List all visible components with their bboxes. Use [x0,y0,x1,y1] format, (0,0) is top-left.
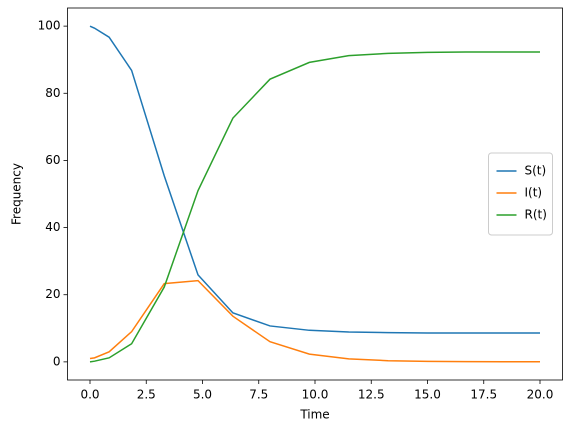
legend-label: S(t) [525,164,547,178]
x-tick-label: 0.0 [80,388,99,402]
y-tick-label: 100 [38,19,61,33]
axes-frame [67,7,563,381]
legend-label: R(t) [525,208,547,222]
x-tick-label: 12.5 [358,388,385,402]
x-tick-label: 20.0 [527,388,554,402]
x-tick-label: 10.0 [302,388,329,402]
x-tick-label: 5.0 [193,388,212,402]
x-axis-label: Time [299,408,329,422]
legend-label: I(t) [525,186,543,200]
y-tick-label: 0 [53,354,61,368]
y-tick-label: 20 [45,287,60,301]
series-line [89,51,540,363]
y-tick-label: 60 [45,153,60,167]
y-axis-label: Frequency [10,163,24,225]
x-tick-label: 15.0 [414,388,441,402]
x-tick-label: 2.5 [137,388,156,402]
y-tick-label: 40 [45,220,60,234]
series-line [89,25,540,334]
x-tick-label: 17.5 [470,388,497,402]
legend: S(t) I(t) R(t) [488,152,553,236]
series-line [89,279,541,363]
y-tick-label: 80 [45,86,60,100]
x-tick-label: 7.5 [249,388,268,402]
